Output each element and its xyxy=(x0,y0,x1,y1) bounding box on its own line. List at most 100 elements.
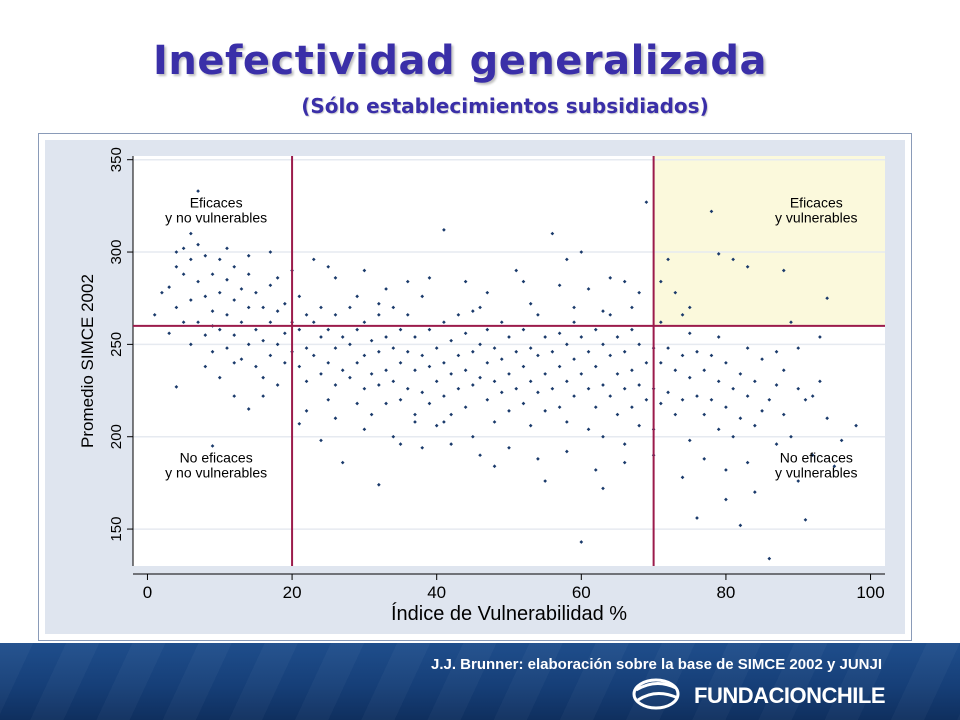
data-point xyxy=(695,516,699,520)
data-point xyxy=(471,383,475,387)
quadrant-label: y no vulnerables xyxy=(165,210,267,226)
data-point xyxy=(478,342,482,347)
data-point xyxy=(297,327,302,332)
data-point xyxy=(434,346,439,350)
data-point xyxy=(413,412,417,417)
data-point xyxy=(774,383,779,387)
data-point xyxy=(304,409,309,413)
data-point xyxy=(232,361,237,365)
data-point xyxy=(333,416,338,421)
globe-icon xyxy=(632,678,680,710)
data-point xyxy=(586,386,591,391)
data-point xyxy=(753,379,757,384)
data-point xyxy=(507,445,511,450)
data-point xyxy=(659,279,663,284)
data-point xyxy=(637,423,641,428)
data-point xyxy=(695,394,699,398)
data-point xyxy=(319,305,323,310)
data-point xyxy=(673,412,678,417)
data-point xyxy=(716,379,721,384)
data-point xyxy=(586,427,591,432)
data-point xyxy=(593,468,598,472)
data-point xyxy=(398,361,403,365)
data-point xyxy=(644,361,649,365)
data-point xyxy=(716,427,721,432)
data-point xyxy=(297,294,302,299)
data-point xyxy=(557,405,562,410)
data-point xyxy=(254,364,258,369)
y-tick-label: 200 xyxy=(108,424,125,449)
data-point xyxy=(456,312,461,317)
data-point xyxy=(181,320,186,325)
data-point xyxy=(319,438,323,443)
data-point xyxy=(622,460,627,465)
data-point xyxy=(232,333,237,337)
data-point xyxy=(745,394,750,398)
data-point xyxy=(413,368,417,373)
data-point xyxy=(362,320,367,325)
data-point xyxy=(189,231,193,236)
data-point xyxy=(319,335,323,339)
data-point xyxy=(781,268,786,273)
data-point xyxy=(174,264,179,269)
data-point xyxy=(687,305,692,310)
data-point xyxy=(818,335,822,339)
data-point xyxy=(377,482,381,487)
data-point xyxy=(738,416,743,421)
data-point xyxy=(398,442,403,446)
data-point xyxy=(745,264,750,269)
x-tick-label: 100 xyxy=(856,583,884,602)
data-point xyxy=(572,357,576,361)
data-point xyxy=(492,379,497,384)
data-point xyxy=(528,423,533,428)
data-point xyxy=(355,327,359,332)
slide-subtitle-text: (Sólo establecimientos subsidiados) xyxy=(301,94,709,118)
data-point xyxy=(687,438,692,443)
data-point xyxy=(160,290,164,295)
data-point xyxy=(680,475,685,480)
data-point xyxy=(593,364,598,369)
data-point xyxy=(507,372,511,376)
data-point xyxy=(275,342,280,347)
data-point xyxy=(810,453,815,458)
data-point xyxy=(246,272,251,277)
data-point xyxy=(420,390,425,395)
data-point xyxy=(283,301,287,306)
data-point xyxy=(203,294,208,299)
data-point xyxy=(333,346,338,350)
data-point xyxy=(803,397,808,402)
data-point xyxy=(673,368,678,373)
data-point xyxy=(514,386,519,391)
data-point xyxy=(405,312,410,317)
data-point xyxy=(521,401,526,406)
data-point xyxy=(644,200,649,205)
data-point xyxy=(528,301,533,306)
data-point xyxy=(232,264,237,269)
data-point xyxy=(261,305,265,310)
y-tick-label: 350 xyxy=(108,147,125,172)
data-point xyxy=(745,460,750,465)
data-point xyxy=(492,464,497,469)
data-point xyxy=(355,294,359,299)
data-point xyxy=(210,309,215,313)
data-point xyxy=(377,301,381,306)
data-point xyxy=(427,364,432,369)
data-point xyxy=(637,290,641,295)
data-point xyxy=(825,296,829,301)
data-point xyxy=(673,290,678,295)
data-point xyxy=(839,438,844,443)
data-point xyxy=(405,349,410,354)
data-point xyxy=(254,290,258,295)
data-point xyxy=(709,353,714,358)
data-point xyxy=(362,268,367,273)
data-point xyxy=(543,372,547,376)
data-point xyxy=(608,276,613,280)
slide-subtitle: (Sólo establecimientos subsidiados) xyxy=(0,94,960,118)
data-point xyxy=(196,242,200,247)
data-point xyxy=(557,283,562,288)
data-point xyxy=(340,368,345,373)
fundacion-chile-logo: FUNDACIONCHILE xyxy=(628,672,928,712)
data-point xyxy=(774,442,779,446)
data-point xyxy=(449,372,453,376)
data-point xyxy=(536,312,540,317)
